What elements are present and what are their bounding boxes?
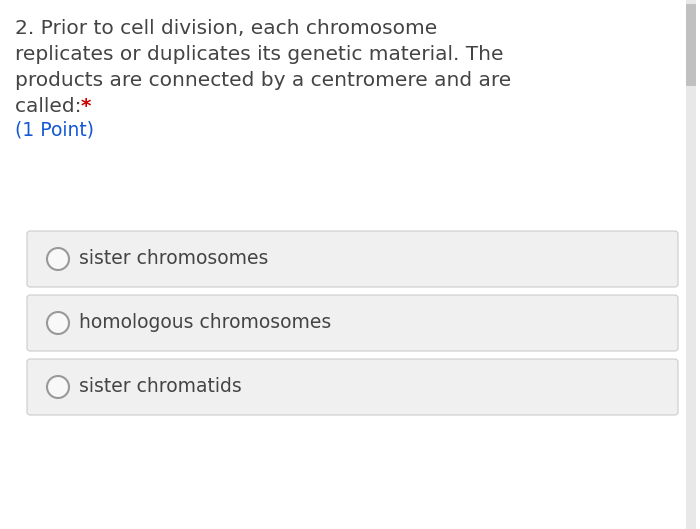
Bar: [686, 0, 696, 529]
FancyBboxPatch shape: [27, 359, 678, 415]
Circle shape: [47, 248, 69, 270]
Text: (1 Point): (1 Point): [15, 121, 94, 140]
Text: 2. Prior to cell division, each chromosome: 2. Prior to cell division, each chromoso…: [15, 19, 438, 38]
Circle shape: [47, 376, 69, 398]
Circle shape: [47, 312, 69, 334]
Text: sister chromatids: sister chromatids: [79, 378, 242, 397]
Text: replicates or duplicates its genetic material. The: replicates or duplicates its genetic mat…: [15, 45, 503, 64]
Text: *: *: [81, 97, 92, 116]
Text: sister chromosomes: sister chromosomes: [79, 250, 268, 269]
FancyBboxPatch shape: [27, 231, 678, 287]
Text: called:: called:: [15, 97, 88, 116]
Text: products are connected by a centromere and are: products are connected by a centromere a…: [15, 71, 511, 90]
Text: homologous chromosomes: homologous chromosomes: [79, 314, 331, 333]
FancyBboxPatch shape: [27, 295, 678, 351]
FancyBboxPatch shape: [686, 4, 696, 86]
